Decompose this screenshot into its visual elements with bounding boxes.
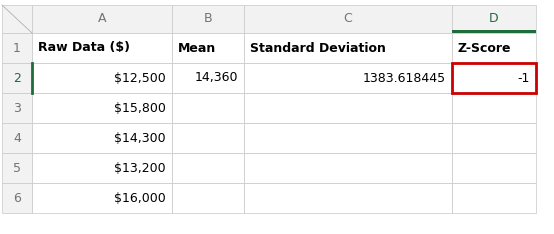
Bar — [2, 93, 32, 123]
Bar — [452, 5, 536, 33]
Text: C: C — [343, 12, 352, 26]
Bar — [172, 5, 244, 33]
Bar — [2, 33, 32, 63]
Bar — [2, 5, 32, 33]
Bar — [452, 123, 536, 153]
Bar — [244, 63, 452, 93]
Text: Raw Data ($): Raw Data ($) — [38, 41, 130, 55]
Text: 4: 4 — [13, 132, 21, 145]
Text: Mean: Mean — [178, 41, 216, 55]
Text: $16,000: $16,000 — [114, 191, 166, 205]
Bar — [172, 153, 244, 183]
Bar — [2, 153, 32, 183]
Bar — [32, 123, 172, 153]
Bar — [452, 30, 536, 33]
Bar — [32, 63, 172, 93]
Bar — [172, 93, 244, 123]
Bar — [32, 183, 172, 213]
Bar — [452, 33, 536, 63]
Bar — [244, 123, 452, 153]
Text: 14,360: 14,360 — [194, 72, 238, 84]
Bar — [452, 63, 536, 93]
Bar — [452, 63, 536, 93]
Text: 1383.618445: 1383.618445 — [363, 72, 446, 84]
Text: $15,800: $15,800 — [114, 102, 166, 114]
Text: $13,200: $13,200 — [114, 161, 166, 175]
Text: -1: -1 — [517, 72, 530, 84]
Bar — [172, 63, 244, 93]
Text: Z-Score: Z-Score — [458, 41, 511, 55]
Bar — [244, 5, 452, 33]
Bar — [452, 183, 536, 213]
Bar — [2, 63, 32, 93]
Bar — [2, 183, 32, 213]
Text: B: B — [204, 12, 212, 26]
Bar — [32, 93, 172, 123]
Text: D: D — [489, 12, 499, 26]
Bar — [244, 93, 452, 123]
Text: 2: 2 — [13, 72, 21, 84]
Bar — [244, 33, 452, 63]
Text: $12,500: $12,500 — [114, 72, 166, 84]
Bar — [452, 93, 536, 123]
Bar — [32, 5, 172, 33]
Text: 6: 6 — [13, 191, 21, 205]
Text: 5: 5 — [13, 161, 21, 175]
Bar — [244, 153, 452, 183]
Bar — [172, 123, 244, 153]
Text: 1: 1 — [13, 41, 21, 55]
Bar — [172, 33, 244, 63]
Bar — [172, 183, 244, 213]
Text: 3: 3 — [13, 102, 21, 114]
Bar — [244, 183, 452, 213]
Bar — [452, 153, 536, 183]
Text: A: A — [98, 12, 106, 26]
Text: Standard Deviation: Standard Deviation — [250, 41, 386, 55]
Text: $14,300: $14,300 — [114, 132, 166, 145]
Bar — [2, 123, 32, 153]
Bar — [32, 153, 172, 183]
Bar — [32, 33, 172, 63]
